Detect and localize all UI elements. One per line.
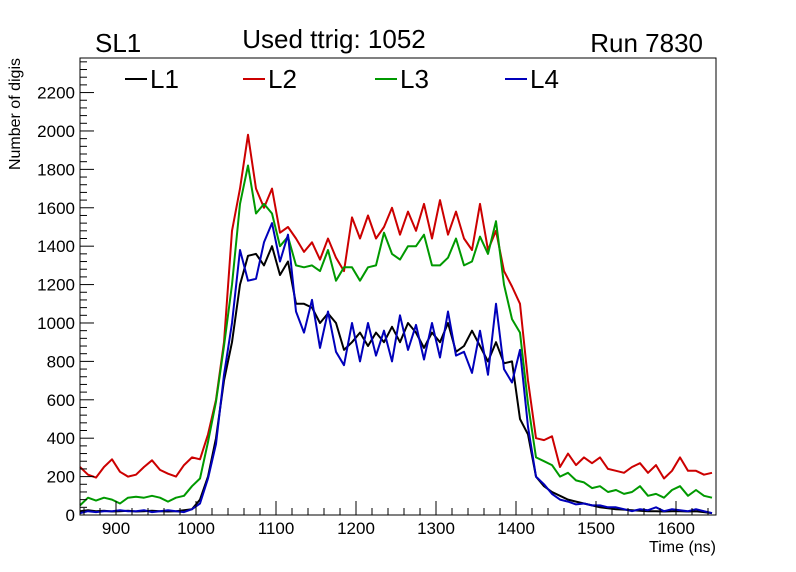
series-layer (79, 133, 713, 515)
y-tick-label: 400 (47, 429, 75, 448)
x-tick-label: 1400 (497, 519, 535, 538)
y-tick-label: 1800 (37, 160, 75, 179)
x-tick-label: 1200 (337, 519, 375, 538)
header-center-label: Used ttrig: 1052 (242, 24, 426, 54)
legend: L1 L2 L3 L4 (125, 64, 559, 94)
y-tick-label: 1000 (37, 314, 75, 333)
y-tick-label: 600 (47, 391, 75, 410)
y-tick-label: 2200 (37, 84, 75, 103)
header-left-label: SL1 (95, 28, 141, 58)
legend-label-l4: L4 (530, 64, 559, 94)
plot-frame (79, 57, 717, 516)
legend-label-l2: L2 (268, 64, 297, 94)
y-tick-label: 2000 (37, 122, 75, 141)
header-right-label: Run 7830 (590, 28, 703, 58)
x-tick-label: 1100 (258, 519, 295, 538)
series-line-l4 (79, 222, 713, 515)
x-tick-label: 1300 (417, 519, 455, 538)
x-tick-label: 1500 (577, 519, 615, 538)
axes-layer: 0 200 400 600 800 1000 1200 1400 1600 1800 2000 220… (37, 61, 709, 538)
x-axis-label: Time (ns) (649, 539, 716, 556)
x-tick-label: 1000 (177, 519, 215, 538)
legend-label-l3: L3 (400, 64, 429, 94)
series-line-l2 (79, 133, 713, 480)
y-tick-label: 0 (66, 506, 75, 525)
y-tick-label: 1400 (37, 237, 75, 256)
legend-label-l1: L1 (150, 64, 179, 94)
series-line-l3 (79, 164, 713, 507)
y-tick-label: 1200 (37, 276, 75, 295)
y-tick-label: 200 (47, 468, 75, 487)
y-axis-label: Number of digis (7, 58, 24, 170)
x-tick-label: 900 (102, 519, 130, 538)
y-tick-label: 800 (47, 352, 75, 371)
y-tick-label: 1600 (37, 199, 75, 218)
x-tick-label: 1600 (657, 519, 695, 538)
